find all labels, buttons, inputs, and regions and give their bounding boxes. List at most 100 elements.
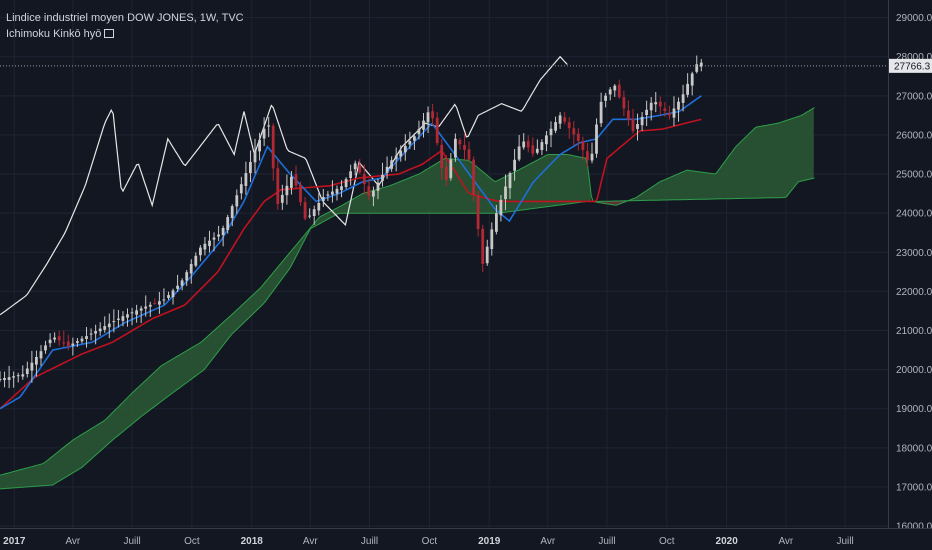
candle-up — [3, 378, 6, 381]
chart-legend: Lindice industriel moyen DOW JONES, 1W, … — [6, 10, 244, 42]
candle-up — [317, 202, 321, 211]
candle-down — [57, 336, 61, 341]
candle-down — [567, 122, 571, 129]
cloud-bullish-segment — [0, 154, 592, 489]
candle-up — [399, 150, 403, 157]
x-tick-label: Juill — [836, 536, 853, 547]
candle-up — [549, 128, 553, 136]
indicator-settings-icon[interactable] — [104, 29, 115, 38]
candle-up — [107, 323, 111, 328]
candle-down — [663, 108, 667, 111]
candle-down — [458, 140, 462, 145]
candle-up — [144, 306, 148, 309]
candle-down — [294, 174, 298, 186]
y-tick-label: 17000.0 — [896, 482, 932, 493]
candle-up — [89, 333, 93, 335]
candle-down — [658, 101, 662, 107]
y-tick-label: 22000.0 — [896, 287, 932, 298]
candle-up — [189, 264, 193, 274]
candle-down — [622, 97, 626, 109]
indicator-lines — [0, 55, 815, 490]
candle-down — [526, 140, 530, 148]
candle-up — [403, 145, 407, 153]
y-tick-label: 21000.0 — [896, 326, 932, 337]
candle-up — [112, 321, 116, 323]
indicator-name: Ichimoku Kinkō hyō — [6, 28, 102, 40]
candle-down — [444, 166, 448, 180]
candle-up — [490, 229, 494, 249]
candle-up — [126, 314, 129, 318]
candle-up — [280, 194, 284, 203]
last-price-tag-label: 27766.3 — [894, 61, 931, 72]
x-tick-label: Avr — [303, 536, 318, 547]
candle-down — [563, 117, 567, 122]
candle-up — [331, 191, 334, 195]
candle-up — [554, 122, 557, 131]
candle-up — [171, 290, 175, 298]
candle-down — [572, 128, 576, 135]
candle-up — [76, 341, 79, 343]
candle-down — [476, 195, 480, 230]
y-tick-label: 19000.0 — [896, 404, 932, 415]
candle-down — [276, 168, 280, 204]
candle-up — [454, 138, 457, 158]
candle-down — [153, 302, 157, 304]
chikou-span-line — [0, 55, 568, 316]
y-tick-label: 27000.0 — [896, 91, 932, 102]
candle-down — [463, 145, 466, 150]
price-axis[interactable]: 16000.0 17000.0 18000.0 19000.0 20000.0 21000… — [888, 0, 932, 550]
candle-up — [212, 237, 216, 240]
candle-up — [613, 85, 617, 91]
candle-down — [581, 141, 585, 151]
candle-up — [12, 376, 15, 378]
candle-down — [66, 341, 70, 347]
y-tick-label: 23000.0 — [896, 248, 932, 259]
candle-down — [576, 133, 580, 141]
candle-up — [94, 331, 97, 334]
y-tick-label: 18000.0 — [896, 443, 932, 454]
y-tick-label: 29000.0 — [896, 13, 932, 24]
candle-down — [440, 144, 444, 168]
tenkan-sen-line — [0, 95, 702, 410]
candle-up — [422, 120, 425, 130]
candle-up — [508, 173, 512, 189]
y-tick-label: 25000.0 — [896, 170, 932, 181]
candle-up — [253, 151, 257, 163]
candle-up — [71, 343, 75, 346]
candle-up — [80, 338, 84, 342]
candle-up — [408, 141, 412, 145]
candle-up — [21, 374, 25, 377]
candle-up — [485, 246, 489, 264]
candle-up — [208, 240, 211, 247]
candle-down — [531, 145, 535, 154]
candle-up — [199, 247, 202, 256]
candle-up — [98, 328, 102, 332]
candle-up — [522, 141, 526, 148]
candle-up — [699, 62, 703, 67]
candle-up — [695, 64, 699, 72]
candle-up — [35, 357, 38, 365]
candle-up — [162, 299, 166, 301]
x-tick-label: Oct — [184, 536, 200, 547]
candle-up — [103, 326, 107, 330]
x-tick-label: 2020 — [716, 536, 739, 547]
candle-up — [44, 345, 47, 351]
candle-up — [308, 215, 311, 217]
candle-down — [627, 110, 630, 120]
candle-up — [139, 308, 143, 311]
symbol-title[interactable]: Lindice industriel moyen DOW JONES, 1W, … — [6, 12, 244, 24]
indicator-label-row[interactable]: Ichimoku Kinkō hyō — [6, 26, 244, 42]
candle-down — [271, 125, 275, 169]
time-axis[interactable]: 2017 Avr Juill Oct 2018 Avr Juill Oct 2019 Avr Jui… — [0, 528, 932, 550]
candle-up — [672, 108, 676, 118]
candle-up — [290, 176, 293, 188]
candle-up — [85, 336, 88, 339]
candle-up — [558, 115, 562, 124]
x-tick-label: Oct — [659, 536, 675, 547]
candle-up — [249, 162, 252, 174]
candle-down — [631, 118, 635, 132]
candle-down — [303, 202, 307, 219]
candle-up — [390, 160, 393, 169]
